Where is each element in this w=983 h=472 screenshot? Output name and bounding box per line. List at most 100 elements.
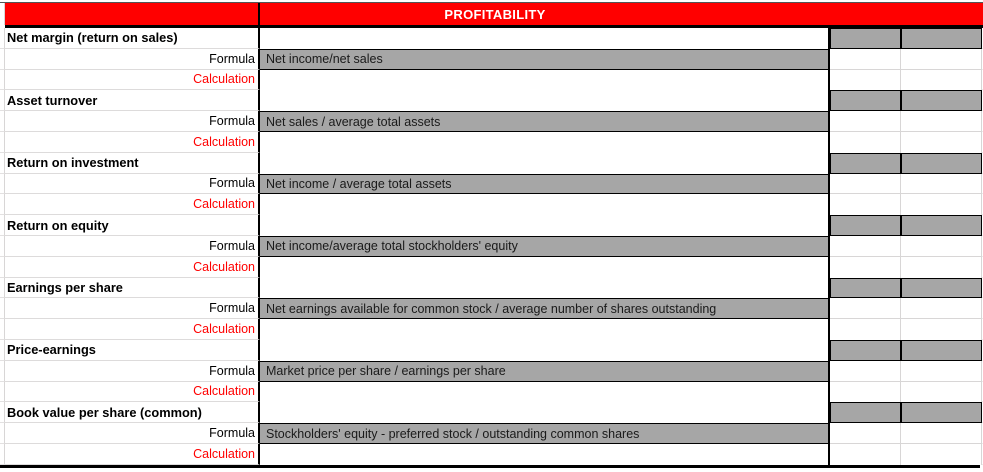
empty-cell[interactable] — [901, 235, 982, 257]
formula-label-cell[interactable]: Formula — [5, 48, 260, 70]
empty-cell[interactable] — [260, 277, 830, 299]
calculation-input-cell[interactable] — [260, 381, 830, 403]
empty-cell[interactable] — [901, 298, 982, 320]
calculation-label-cell[interactable]: Calculation — [5, 131, 260, 153]
empty-cell[interactable] — [830, 256, 901, 278]
empty-cell[interactable] — [260, 90, 830, 112]
ratio-name-cell[interactable]: Price-earnings — [5, 339, 260, 361]
formula-label-cell[interactable]: Formula — [5, 111, 260, 132]
calculation-input-cell[interactable] — [260, 256, 830, 278]
value-cell-2[interactable] — [901, 277, 982, 299]
section-price-earnings: Price-earnings — [0, 339, 983, 361]
ratio-name-cell[interactable]: Return on investment — [5, 152, 260, 174]
empty-cell[interactable] — [830, 298, 901, 320]
formula-label-cell[interactable]: Formula — [5, 173, 260, 195]
empty-cell[interactable] — [830, 111, 901, 132]
table-bottom-border — [0, 464, 980, 468]
gutter-cell — [0, 173, 5, 195]
header-bottom-border — [5, 25, 983, 28]
empty-cell[interactable] — [901, 48, 982, 70]
formula-label-cell[interactable]: Formula — [5, 298, 260, 320]
value-cell-1[interactable] — [830, 90, 901, 112]
formula-text-cell[interactable]: Net income/average total stockholders' e… — [260, 235, 830, 257]
calculation-input-cell[interactable] — [260, 443, 830, 465]
value-cell-1[interactable] — [830, 402, 901, 424]
value-cell-2[interactable] — [901, 339, 982, 361]
calculation-label-cell[interactable]: Calculation — [5, 194, 260, 216]
gutter-cell — [0, 443, 5, 465]
value-cell-2[interactable] — [901, 402, 982, 424]
empty-cell[interactable] — [830, 423, 901, 444]
empty-cell[interactable] — [260, 152, 830, 174]
formula-label-cell[interactable]: Formula — [5, 235, 260, 257]
value-cell-1[interactable] — [830, 28, 901, 49]
gutter-cell — [0, 194, 5, 216]
ratio-name-cell[interactable]: Earnings per share — [5, 277, 260, 299]
value-cell-2[interactable] — [901, 215, 982, 236]
empty-cell[interactable] — [830, 360, 901, 382]
value-cell-1[interactable] — [830, 152, 901, 174]
empty-cell[interactable] — [260, 28, 830, 49]
calculation-input-cell[interactable] — [260, 131, 830, 153]
calculation-input-cell[interactable] — [260, 194, 830, 216]
empty-cell[interactable] — [901, 131, 982, 153]
formula-text-cell[interactable]: Net income/net sales — [260, 48, 830, 70]
header-banner-cell[interactable]: PROFITABILITY — [260, 3, 983, 25]
header-left-red-cell[interactable] — [5, 3, 260, 25]
value-cell-2[interactable] — [901, 90, 982, 112]
bottom-row-sliver — [0, 467, 983, 472]
value-cell-1[interactable] — [830, 215, 901, 236]
value-cell-2[interactable] — [901, 152, 982, 174]
gutter-cell — [0, 298, 5, 320]
empty-cell[interactable] — [260, 402, 830, 424]
empty-cell[interactable] — [830, 381, 901, 403]
calculation-label-cell[interactable]: Calculation — [5, 381, 260, 403]
calculation-input-cell[interactable] — [260, 69, 830, 91]
section-asset-turnover: Asset turnover — [0, 90, 983, 112]
ratio-name-cell[interactable]: Net margin (return on sales) — [5, 28, 260, 49]
empty-cell[interactable] — [830, 69, 901, 91]
empty-cell[interactable] — [901, 381, 982, 403]
value-cell-2[interactable] — [901, 28, 982, 49]
calculation-input-cell[interactable] — [260, 319, 830, 340]
calculation-label-cell[interactable]: Calculation — [5, 319, 260, 340]
formula-text-cell[interactable]: Net sales / average total assets — [260, 111, 830, 132]
value-cell-1[interactable] — [830, 339, 901, 361]
empty-cell[interactable] — [901, 319, 982, 340]
ratio-name-cell[interactable]: Return on equity — [5, 215, 260, 236]
gutter-cell — [0, 360, 5, 382]
ratio-name-cell[interactable]: Book value per share (common) — [5, 402, 260, 424]
empty-cell[interactable] — [901, 423, 982, 444]
empty-cell[interactable] — [830, 131, 901, 153]
empty-cell[interactable] — [260, 215, 830, 236]
calculation-label-cell[interactable]: Calculation — [5, 69, 260, 91]
calculation-label-cell[interactable]: Calculation — [5, 256, 260, 278]
formula-text-cell[interactable]: Market price per share / earnings per sh… — [260, 360, 830, 382]
empty-cell[interactable] — [901, 194, 982, 216]
empty-cell[interactable] — [901, 360, 982, 382]
section-earnings-per-share: Earnings per share — [0, 277, 983, 299]
section-net-margin: Net margin (return on sales) — [0, 28, 983, 49]
empty-cell[interactable] — [830, 48, 901, 70]
empty-cell[interactable] — [830, 194, 901, 216]
gutter-cell — [0, 48, 5, 70]
formula-label-cell[interactable]: Formula — [5, 423, 260, 444]
formula-text-cell[interactable]: Net income / average total assets — [260, 173, 830, 195]
empty-cell[interactable] — [830, 173, 901, 195]
empty-cell[interactable] — [901, 69, 982, 91]
value-cell-1[interactable] — [830, 277, 901, 299]
empty-cell[interactable] — [901, 111, 982, 132]
empty-cell[interactable] — [901, 173, 982, 195]
gutter-cell — [0, 277, 5, 299]
empty-cell[interactable] — [830, 319, 901, 340]
formula-label-cell[interactable]: Formula — [5, 360, 260, 382]
empty-cell[interactable] — [901, 443, 982, 465]
formula-text-cell[interactable]: Stockholders' equity - preferred stock /… — [260, 423, 830, 444]
empty-cell[interactable] — [830, 235, 901, 257]
formula-text-cell[interactable]: Net earnings available for common stock … — [260, 298, 830, 320]
calculation-label-cell[interactable]: Calculation — [5, 443, 260, 465]
empty-cell[interactable] — [901, 256, 982, 278]
empty-cell[interactable] — [830, 443, 901, 465]
empty-cell[interactable] — [260, 339, 830, 361]
ratio-name-cell[interactable]: Asset turnover — [5, 90, 260, 112]
